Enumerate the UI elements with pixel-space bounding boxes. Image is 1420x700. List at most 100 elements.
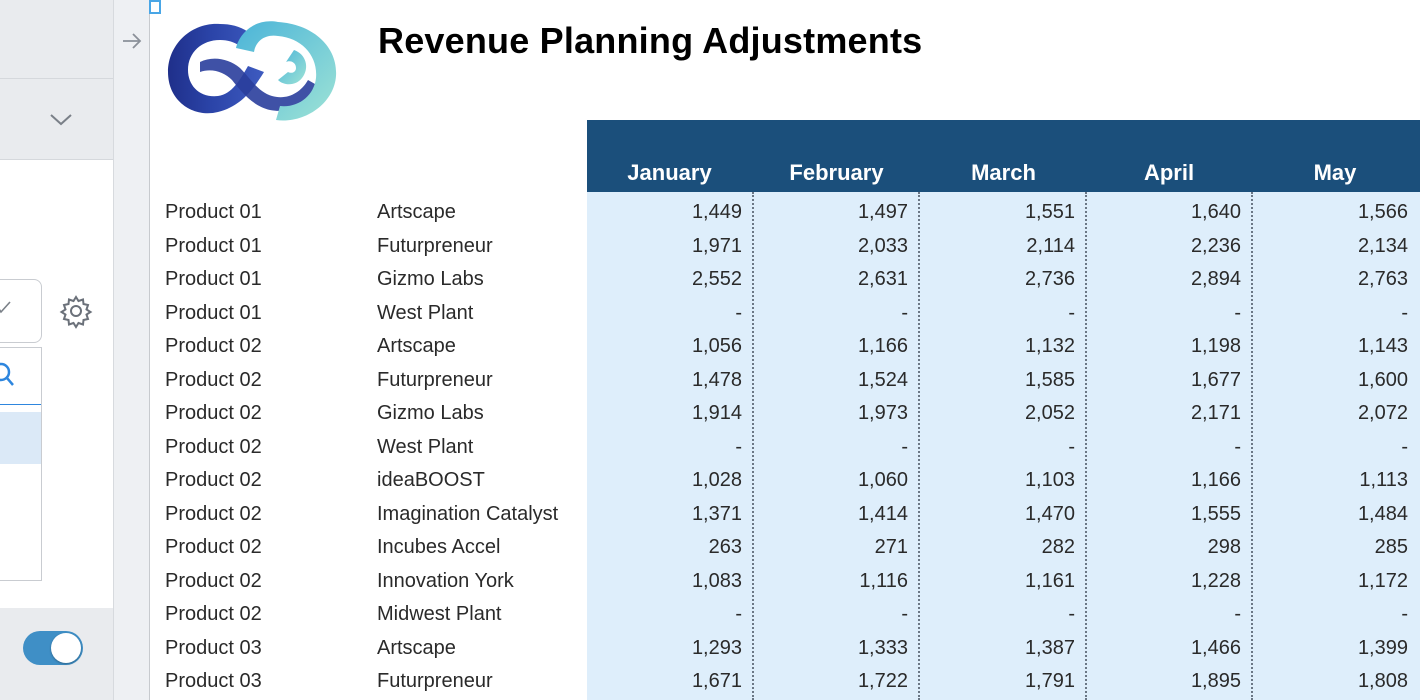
row-value-cell[interactable]: - (1068, 301, 1075, 324)
row-value-cell[interactable]: 1,228 (1190, 569, 1241, 592)
row-value-cell[interactable]: 2,763 (1357, 268, 1408, 290)
row-value-cell[interactable]: 1,166 (857, 335, 908, 357)
row-value-cell[interactable]: 271 (874, 536, 908, 558)
row-value-cell[interactable]: 2,736 (1024, 268, 1075, 290)
panel-splitter[interactable] (113, 0, 150, 700)
row-value-cell[interactable]: 1,116 (859, 569, 908, 592)
row-value-cell[interactable]: 298 (1207, 536, 1241, 558)
row-value-cell[interactable]: - (1401, 603, 1408, 625)
member-list-selected-item[interactable] (0, 412, 41, 464)
row-value-cell[interactable]: 1,470 (1024, 502, 1075, 525)
row-value-cell[interactable]: 1,640 (1190, 201, 1241, 223)
row-value-cell[interactable]: 1,161 (1024, 569, 1075, 592)
row-value-cell[interactable]: 1,399 (1357, 636, 1408, 659)
row-value-cell[interactable]: 1,478 (691, 368, 742, 391)
row-value-cell[interactable]: 1,551 (1024, 201, 1075, 223)
row-value-cell[interactable]: - (1068, 435, 1075, 458)
row-value-cell[interactable]: 1,895 (1190, 670, 1241, 692)
member-list[interactable] (0, 347, 42, 581)
row-value-cell[interactable]: 1,671 (691, 670, 742, 692)
row-value-cell[interactable]: 1,113 (1359, 469, 1408, 491)
row-value-cell[interactable]: - (1234, 301, 1241, 324)
row-value-cell[interactable]: 1,484 (1357, 502, 1408, 525)
row-value-cell[interactable]: 1,555 (1190, 502, 1241, 525)
column-header-may[interactable]: May (1313, 160, 1357, 185)
selection-handle[interactable] (149, 0, 161, 14)
row-product-cell: Product 02 (165, 435, 262, 458)
row-value-cell[interactable]: 1,166 (1190, 469, 1241, 491)
chevron-down-icon[interactable] (48, 106, 74, 132)
row-value-cell[interactable]: 1,293 (691, 636, 742, 659)
row-value-cell[interactable]: 1,791 (1024, 670, 1075, 692)
row-value-cell[interactable]: - (1401, 301, 1408, 324)
row-value-cell[interactable]: 1,914 (691, 402, 742, 424)
row-value-cell[interactable]: 1,585 (1024, 368, 1075, 391)
row-value-cell[interactable]: 1,566 (1357, 201, 1408, 223)
row-value-cell[interactable]: 263 (708, 536, 742, 558)
row-value-cell[interactable]: - (901, 603, 908, 625)
row-value-cell[interactable]: - (735, 435, 742, 458)
row-value-cell[interactable]: - (901, 301, 908, 324)
toggle-knob[interactable] (51, 633, 81, 663)
row-value-cell[interactable]: 2,236 (1190, 234, 1241, 257)
row-value-cell[interactable]: 2,072 (1357, 402, 1408, 424)
row-entity-cell: Futurpreneur (377, 670, 493, 692)
row-value-cell[interactable]: 2,134 (1357, 234, 1408, 257)
row-value-cell[interactable]: 1,722 (857, 670, 908, 692)
row-product-cell: Product 03 (165, 636, 262, 659)
row-value-cell[interactable]: 1,028 (691, 469, 742, 491)
row-product-cell: Product 02 (165, 569, 262, 592)
row-value-cell[interactable]: - (1234, 435, 1241, 458)
column-header-february[interactable]: February (789, 160, 884, 185)
row-value-cell[interactable]: 2,033 (857, 234, 908, 257)
row-value-cell[interactable]: 1,414 (857, 502, 908, 525)
column-header-april[interactable]: April (1143, 160, 1195, 185)
row-value-cell[interactable]: 2,052 (1024, 402, 1075, 424)
row-product-cell: Product 03 (165, 670, 262, 692)
row-value-cell[interactable]: 282 (1041, 536, 1075, 558)
member-search-input[interactable] (0, 347, 41, 405)
row-value-cell[interactable]: 1,103 (1024, 469, 1075, 491)
row-value-cell[interactable]: 2,552 (691, 268, 742, 290)
row-value-cell[interactable]: 1,198 (1190, 335, 1241, 357)
table-row: Product 03 Artscape 1,293 1,333 1,387 1,466 1,… (150, 631, 1420, 665)
row-value-cell[interactable]: 2,114 (1026, 234, 1075, 257)
member-select[interactable] (0, 279, 42, 343)
row-value-cell[interactable]: 1,497 (857, 201, 908, 223)
row-value-cell[interactable]: 2,894 (1190, 268, 1241, 290)
gear-icon[interactable] (58, 293, 94, 329)
row-value-cell[interactable]: - (1234, 603, 1241, 625)
row-value-cell[interactable]: 1,371 (691, 502, 742, 525)
row-value-cell[interactable]: 1,132 (1024, 335, 1075, 357)
row-value-cell[interactable]: 2,631 (857, 268, 908, 290)
column-header-march[interactable]: March (971, 160, 1036, 185)
row-value-cell[interactable]: 285 (1374, 536, 1408, 558)
row-value-cell[interactable]: 1,056 (691, 335, 742, 357)
row-entity-cell: Futurpreneur (377, 234, 493, 257)
row-value-cell[interactable]: 1,449 (691, 201, 742, 223)
search-icon[interactable] (0, 358, 18, 390)
row-value-cell[interactable]: - (901, 435, 908, 458)
row-value-cell[interactable]: 2,171 (1190, 402, 1241, 424)
row-value-cell[interactable]: 1,973 (857, 402, 908, 424)
row-value-cell[interactable]: 1,083 (691, 569, 742, 592)
row-value-cell[interactable]: 1,060 (857, 469, 908, 491)
row-value-cell[interactable]: 1,387 (1024, 636, 1075, 659)
row-value-cell[interactable]: - (735, 603, 742, 625)
row-value-cell[interactable]: 1,466 (1190, 636, 1241, 659)
table-row: Product 02 Innovation York 1,083 1,116 1,161… (150, 564, 1420, 598)
row-value-cell[interactable]: 1,677 (1190, 368, 1241, 391)
toggle-switch[interactable] (23, 631, 83, 665)
row-value-cell[interactable]: - (735, 301, 742, 324)
row-value-cell[interactable]: - (1401, 435, 1408, 458)
row-value-cell[interactable]: - (1068, 603, 1075, 625)
arrow-right-icon[interactable] (121, 30, 143, 52)
row-value-cell[interactable]: 1,971 (691, 234, 742, 257)
row-value-cell[interactable]: 1,524 (857, 368, 908, 391)
row-value-cell[interactable]: 1,333 (857, 636, 908, 659)
row-value-cell[interactable]: 1,172 (1357, 569, 1408, 592)
column-header-january[interactable]: January (627, 160, 712, 185)
row-value-cell[interactable]: 1,600 (1357, 368, 1408, 391)
row-value-cell[interactable]: 1,808 (1357, 670, 1408, 692)
row-value-cell[interactable]: 1,143 (1357, 335, 1408, 357)
